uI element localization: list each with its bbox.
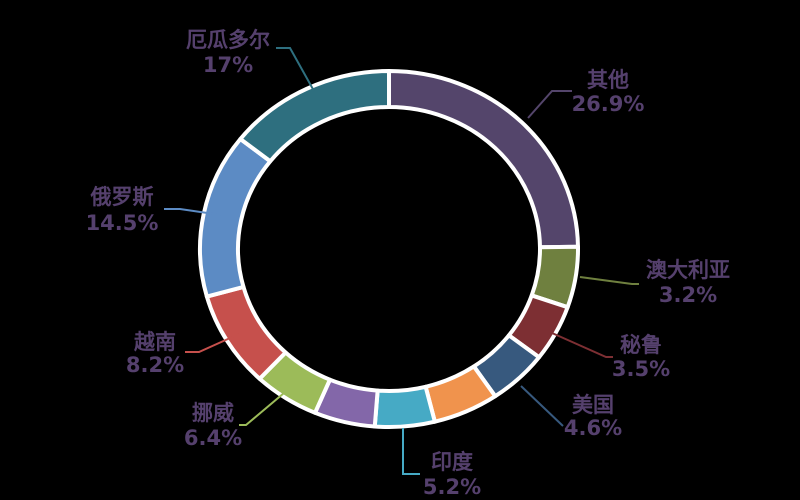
leader-line-norway — [239, 392, 285, 426]
slice-label-usa: 美国 4.6% — [564, 393, 622, 440]
leader-line-australia — [579, 276, 639, 285]
slice-label-other: 其他 26.9% — [572, 68, 645, 116]
slice-label-peru: 秘鲁 3.5% — [612, 333, 670, 381]
donut-slice-russia — [198, 137, 273, 299]
leader-line-russia — [164, 208, 222, 216]
slice-label-australia: 澳大利亚 3.2% — [646, 258, 730, 307]
donut-slice-other — [387, 69, 580, 250]
leader-line-ecuador — [276, 47, 315, 92]
donut-slice-vietnam — [204, 284, 288, 381]
slice-label-vietnam: 越南 8.2% — [126, 330, 184, 377]
leader-line-usa — [520, 385, 564, 427]
leader-line-vietnam — [185, 333, 240, 353]
leader-line-india — [402, 428, 420, 475]
leader-line-other — [527, 90, 572, 119]
donut-slice-ecuador — [238, 69, 391, 164]
slice-label-norway: 挪威 6.4% — [184, 401, 242, 450]
slice-label-india: 印度 5.2% — [423, 450, 481, 499]
leader-line-peru — [551, 332, 613, 358]
slice-label-ecuador: 厄瓜多尔 17% — [186, 28, 270, 77]
slice-label-russia: 俄罗斯 14.5% — [86, 185, 159, 235]
donut-slice-india — [372, 384, 437, 429]
